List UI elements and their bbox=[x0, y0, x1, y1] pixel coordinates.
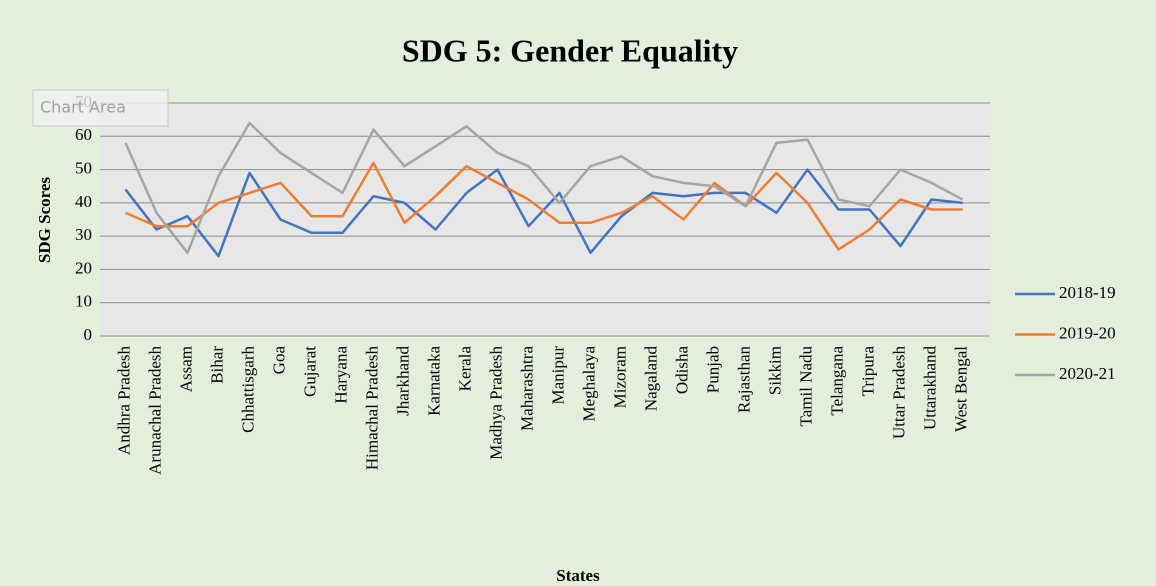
x-tick-label: Haryana bbox=[331, 346, 350, 404]
x-tick-label: Chhattisgarh bbox=[238, 346, 257, 433]
x-tick-label: Gujarat bbox=[300, 346, 319, 397]
y-tick-label: 20 bbox=[75, 258, 92, 277]
plot-area bbox=[100, 103, 990, 336]
x-tick-label: Telangana bbox=[827, 346, 846, 416]
series-line bbox=[124, 121, 964, 255]
x-tick-label: Rajasthan bbox=[734, 346, 753, 414]
x-tick-label: Arunachal Pradesh bbox=[145, 346, 164, 475]
y-tick-label: 30 bbox=[75, 225, 92, 244]
x-tick-label: Mizoram bbox=[610, 346, 629, 408]
y-tick-label: 40 bbox=[75, 192, 92, 211]
y-tick-label: 0 bbox=[84, 325, 93, 344]
x-tick-label: Jharkhand bbox=[393, 346, 412, 416]
x-tick-label: Goa bbox=[269, 346, 288, 375]
x-tick-label: Uttarakhand bbox=[920, 346, 939, 431]
x-tick-label: West Bengal bbox=[951, 346, 970, 432]
y-tick-label: 50 bbox=[75, 158, 92, 177]
x-tick-label: Uttar Pradesh bbox=[889, 346, 908, 440]
x-tick-label: Punjab bbox=[703, 346, 722, 393]
x-tick-label: Meghalaya bbox=[579, 346, 598, 422]
x-tick-label: Maharashtra bbox=[517, 346, 536, 431]
y-tick-label: 10 bbox=[75, 292, 92, 311]
y-tick-label: 60 bbox=[75, 125, 92, 144]
series-line bbox=[125, 161, 963, 251]
x-tick-label: Karnataka bbox=[424, 346, 443, 416]
x-tick-label: Sikkim bbox=[765, 346, 784, 395]
x-tick-label: Madhya Pradesh bbox=[486, 346, 505, 460]
x-tick-label: Odisha bbox=[672, 346, 691, 395]
x-tick-label: Andhra Pradesh bbox=[114, 346, 133, 456]
x-tick-label: Himachal Pradesh bbox=[362, 346, 381, 471]
legend-label: 2019-20 bbox=[1059, 323, 1116, 342]
x-tick-label: Tripura bbox=[858, 346, 877, 397]
x-tick-label: Assam bbox=[176, 346, 195, 392]
x-tick-label: Nagaland bbox=[641, 346, 660, 412]
legend-label: 2018-19 bbox=[1059, 283, 1116, 302]
x-tick-label: Kerala bbox=[455, 346, 474, 392]
x-tick-label: Manipur bbox=[548, 346, 567, 405]
x-tick-label: Bihar bbox=[207, 346, 226, 384]
chart-title: SDG 5: Gender Equality bbox=[402, 32, 738, 68]
x-axis-label: States bbox=[556, 566, 600, 585]
tooltip-box bbox=[32, 89, 169, 127]
y-axis-label: SDG Scores bbox=[35, 177, 54, 263]
tooltip-text: Chart Area bbox=[40, 98, 126, 117]
x-tick-label: Tamil Nadu bbox=[796, 346, 815, 427]
legend-label: 2020-21 bbox=[1059, 364, 1116, 383]
series-line bbox=[124, 168, 963, 258]
